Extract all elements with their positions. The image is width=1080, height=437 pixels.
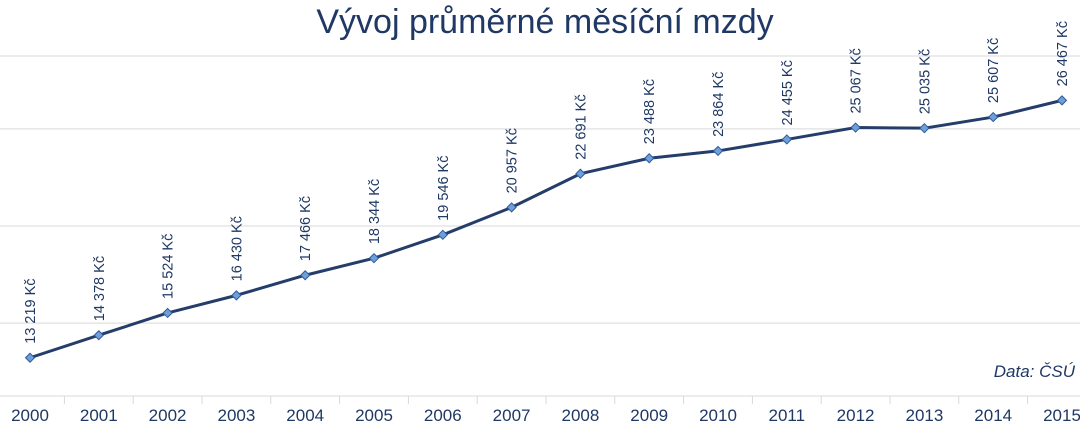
data-point-marker bbox=[506, 202, 517, 213]
data-point-marker bbox=[231, 290, 242, 301]
data-label: 25 067 Kč bbox=[849, 48, 865, 113]
data-label: 24 455 Kč bbox=[780, 60, 796, 125]
x-tick-label: 2003 bbox=[217, 406, 255, 425]
data-point-marker bbox=[368, 252, 380, 264]
data-label: 15 524 Kč bbox=[161, 234, 177, 299]
data-point-marker bbox=[643, 153, 655, 164]
data-label: 23 488 Kč bbox=[642, 79, 658, 144]
data-point-marker bbox=[575, 168, 586, 179]
x-tick-label: 2008 bbox=[561, 406, 599, 425]
data-label: 23 864 Kč bbox=[711, 72, 727, 137]
data-label: 18 344 Kč bbox=[367, 179, 383, 244]
data-label: 19 546 Kč bbox=[436, 156, 452, 221]
x-tick-label: 2011 bbox=[769, 406, 806, 425]
data-point-marker bbox=[987, 111, 999, 123]
data-label: 25 607 Kč bbox=[986, 38, 1002, 103]
x-tick-label: 2014 bbox=[974, 406, 1012, 425]
data-point-marker bbox=[93, 330, 105, 341]
x-tick-label: 2006 bbox=[424, 406, 462, 425]
data-point-marker bbox=[162, 307, 173, 319]
data-label: 20 957 Kč bbox=[505, 128, 521, 193]
data-point-marker bbox=[437, 229, 449, 241]
x-tick-label: 2000 bbox=[11, 406, 49, 425]
data-point-marker bbox=[781, 134, 793, 145]
data-point-marker bbox=[1056, 95, 1068, 106]
x-tick-label: 2002 bbox=[149, 406, 187, 425]
x-tick-label: 2004 bbox=[286, 406, 324, 425]
data-label: 25 035 Kč bbox=[917, 49, 933, 114]
data-label: 16 430 Kč bbox=[229, 216, 245, 281]
data-point-marker bbox=[919, 122, 930, 134]
data-labels: 13 219 Kč 14 378 Kč 15 524 Kč 16 430 Kč 17 4… bbox=[23, 21, 1071, 344]
data-point-marker bbox=[712, 145, 724, 157]
x-tick-label: 2007 bbox=[493, 406, 531, 425]
data-label: 22 691 Kč bbox=[573, 94, 589, 159]
data-label: 13 219 Kč bbox=[23, 278, 39, 343]
x-tick-label: 2005 bbox=[355, 406, 393, 425]
series-layer bbox=[24, 95, 1068, 363]
data-label: 14 378 Kč bbox=[92, 256, 108, 321]
x-tick-label: 2015 bbox=[1043, 406, 1080, 425]
series-line bbox=[29, 98, 1063, 360]
chart-title: Vývoj průměrné měsíční mzdy bbox=[316, 3, 773, 41]
data-label: 17 466 Kč bbox=[298, 196, 314, 261]
x-axis: 2000 2001 2002 2003 2004 2005 2006 2007 2008 2009… bbox=[0, 395, 1080, 425]
data-point-marker bbox=[299, 270, 311, 281]
x-tick-label: 2012 bbox=[837, 406, 875, 425]
x-tick-label: 2010 bbox=[699, 406, 737, 425]
data-label: 26 467 Kč bbox=[1055, 21, 1071, 86]
data-point-marker bbox=[24, 352, 36, 363]
data-point-marker bbox=[850, 122, 861, 133]
data-source-note: Data: ČSÚ bbox=[994, 362, 1076, 381]
x-tick-label: 2013 bbox=[905, 406, 943, 425]
x-tick-label: 2001 bbox=[80, 406, 118, 425]
x-tick-label: 2009 bbox=[630, 406, 668, 425]
